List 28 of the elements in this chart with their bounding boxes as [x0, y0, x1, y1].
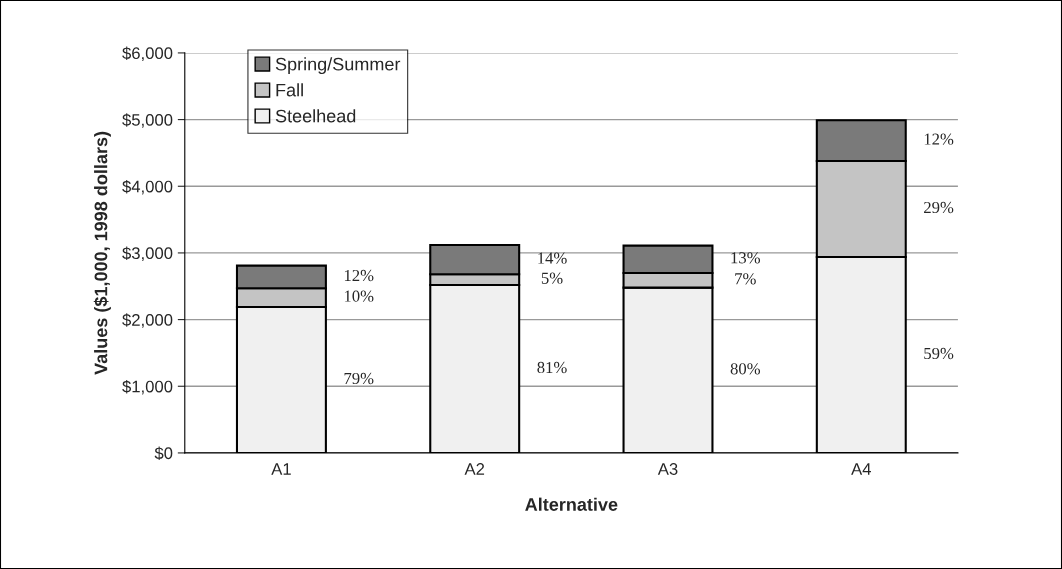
- x-tick-label: A4: [851, 463, 871, 475]
- x-axis-title: Alternative: [525, 497, 618, 511]
- annotation: 59%: [924, 347, 954, 360]
- annotation: 81%: [537, 361, 567, 374]
- y-tick-label: $5,000: [122, 113, 173, 128]
- legend-label: Spring/Summer: [275, 57, 401, 75]
- annotation: 10%: [344, 290, 374, 302]
- y-tick-label: $4,000: [122, 179, 173, 195]
- annotation: 12%: [924, 133, 954, 145]
- legend-label: Fall: [276, 83, 303, 97]
- y-tick-label: $6,000: [122, 46, 173, 62]
- annotation: 12%: [344, 269, 374, 282]
- annotation: 29%: [924, 201, 954, 214]
- x-tick-label: A2: [464, 463, 485, 475]
- annotation: 5%: [541, 272, 563, 284]
- annotation: 79%: [344, 372, 374, 385]
- y-axis-title: Values ($1,000, 1998 dollars): [93, 131, 111, 375]
- annotation: 80%: [730, 363, 761, 375]
- legend-label: Steelhead: [275, 109, 356, 123]
- y-tick-label: $0: [154, 446, 173, 461]
- annotation: 7%: [735, 273, 756, 285]
- y-tick-label: $1,000: [122, 379, 173, 395]
- annotation: 14%: [538, 252, 567, 264]
- y-tick-label: $2,000: [122, 313, 173, 328]
- x-tick-label: A3: [657, 463, 678, 475]
- annotation: 13%: [731, 252, 761, 264]
- x-tick-label: A1: [271, 463, 291, 475]
- y-tick-label: $3,000: [122, 246, 173, 262]
